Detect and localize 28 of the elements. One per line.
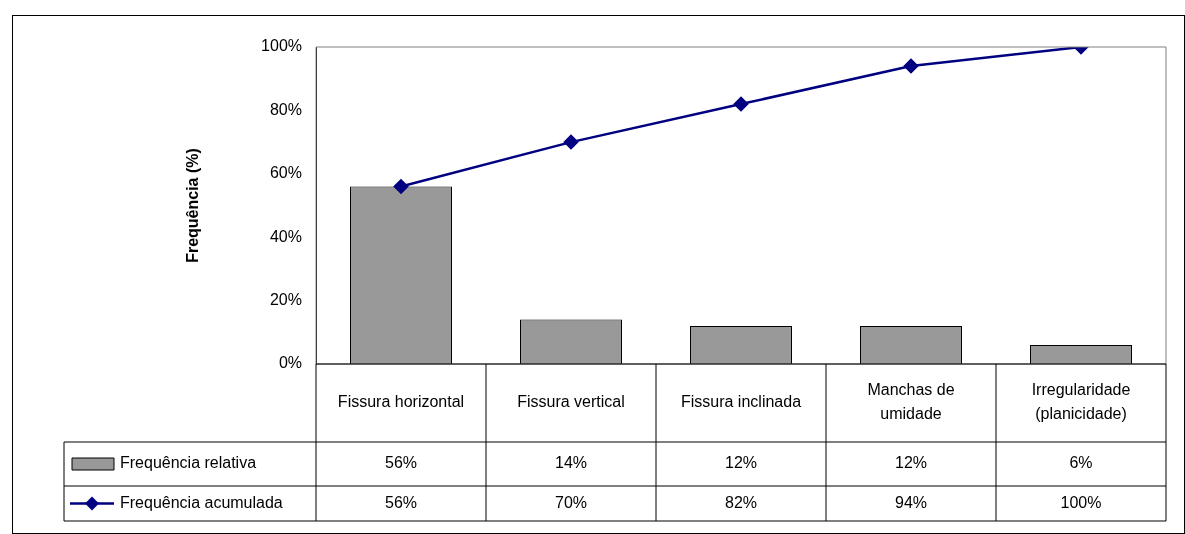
x-tick-label: Manchas de umidade [867,381,955,423]
y-axis-title: Frequência (%) [184,148,202,263]
y-tick-label: 80% [269,100,302,118]
point [733,96,749,112]
y-tick-label: 100% [261,37,302,55]
point [393,179,409,194]
y-tick-label: 0% [278,354,302,372]
x-tick-label: Irregularidade (planicidade) [1031,381,1131,423]
data-label: 94% [894,493,928,511]
x-tick-label: Fissura vertical [517,393,625,411]
data-label: 6% [1069,454,1093,472]
data-label: 12% [894,454,928,472]
point [903,58,919,74]
point [563,134,579,150]
legend-label: Frequência acumulada [120,493,283,511]
y-tick-label: 60% [269,164,302,182]
data-label: 14% [554,454,588,472]
legend-label: Frequência relativa [120,454,257,472]
data-label: 70% [554,493,588,511]
x-tick-label: Fissura horizontal [337,393,465,411]
data-label: 56% [384,493,418,511]
data-label: 82% [724,493,758,511]
data-label: 100% [1060,493,1102,511]
data-label: 12% [724,454,758,472]
y-tick-label: 40% [269,227,302,245]
x-tick-label: Fissura inclinada [680,393,802,411]
data-label: 56% [384,454,418,472]
y-tick-label: 20% [269,291,302,309]
